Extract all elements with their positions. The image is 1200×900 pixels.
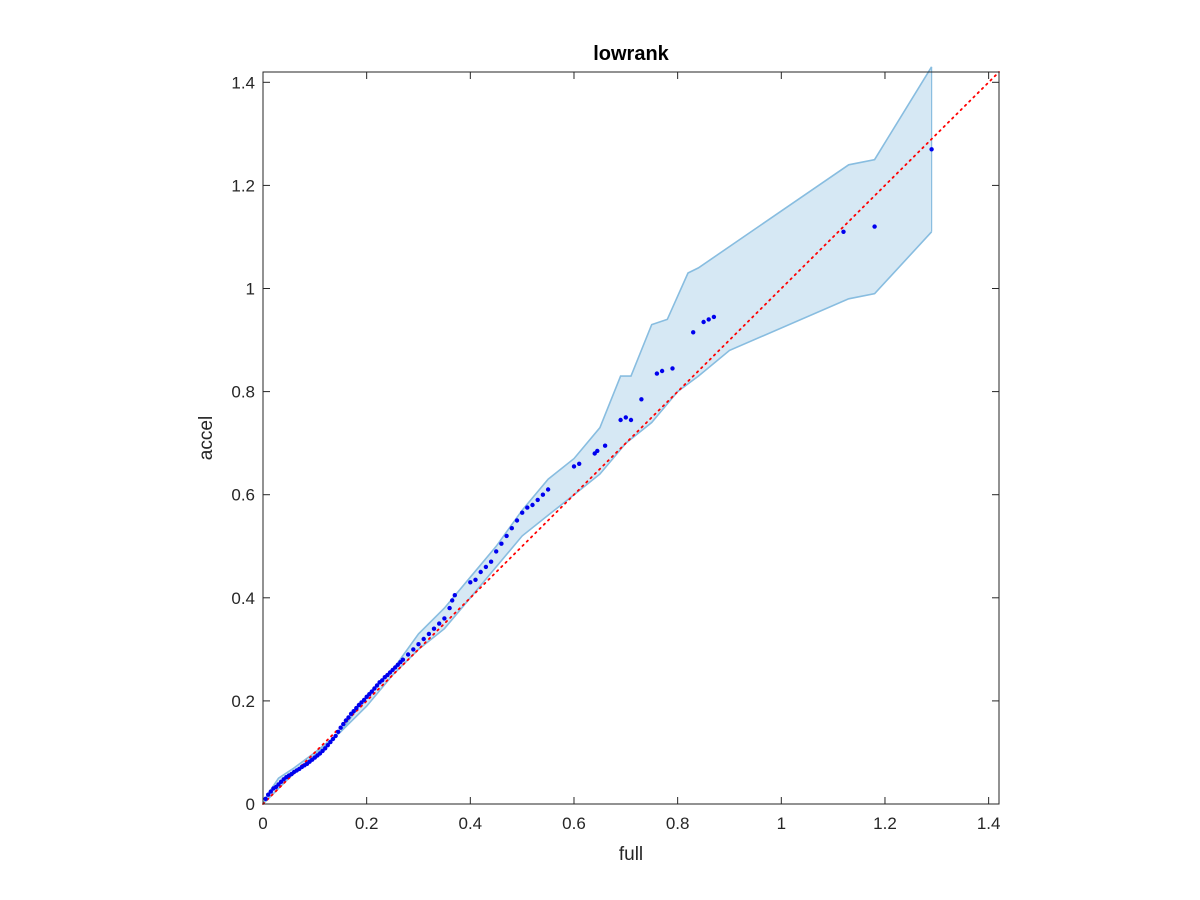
data-point (488, 559, 494, 564)
data-point (416, 642, 421, 647)
data-point (338, 725, 343, 730)
x-tick-label: 1 (777, 814, 786, 833)
data-point (266, 792, 271, 797)
data-point (706, 317, 711, 322)
data-point (354, 705, 359, 711)
data-point (361, 697, 367, 703)
data-point (628, 417, 634, 423)
reference-line (262, 71, 1000, 805)
y-axis-label: accel (196, 416, 217, 460)
data-point (268, 789, 273, 794)
data-point (450, 598, 455, 603)
data-point (452, 593, 457, 598)
data-point (325, 743, 330, 748)
data-point (447, 605, 452, 611)
data-point (323, 746, 328, 751)
data-point (380, 678, 385, 683)
data-point (509, 526, 514, 531)
y-tick-label: 1.4 (231, 73, 255, 92)
data-point (328, 739, 333, 745)
data-point (639, 397, 644, 402)
data-point (431, 626, 437, 631)
chart-title: lowrank (593, 43, 669, 65)
data-point (499, 541, 504, 546)
data-point (437, 621, 442, 626)
data-point (483, 564, 489, 570)
x-tick-label: 0 (258, 814, 267, 833)
data-point (670, 366, 675, 371)
data-point (333, 733, 338, 739)
x-tick-label: 0.6 (562, 814, 586, 833)
data-point (929, 147, 934, 152)
data-point (426, 631, 432, 637)
data-point (711, 314, 717, 320)
y-tick-label: 0 (246, 795, 255, 814)
data-point (577, 461, 582, 466)
data-point (659, 368, 665, 374)
data-point (494, 549, 499, 554)
data-point (530, 502, 535, 508)
data-point (525, 505, 530, 510)
data-point (374, 683, 380, 688)
data-point (571, 464, 577, 469)
x-tick-label: 1.2 (873, 814, 897, 833)
y-tick-label: 0.4 (231, 589, 255, 608)
data-point (540, 492, 546, 497)
data-point (545, 487, 551, 492)
data-point (421, 636, 426, 642)
x-tick-label: 1.4 (977, 814, 1001, 833)
data-point (520, 510, 525, 515)
data-point (504, 533, 509, 539)
data-point (473, 577, 478, 582)
x-axis-label: full (619, 844, 643, 865)
axes-box (262, 71, 1000, 805)
data-point (701, 319, 706, 325)
data-point (405, 652, 411, 657)
y-tick-label: 1 (246, 280, 255, 299)
data-point (535, 497, 540, 503)
data-point (872, 224, 877, 229)
data-point (351, 709, 356, 714)
x-tick-label: 0.4 (459, 814, 483, 833)
data-point (411, 647, 416, 652)
data-point (369, 689, 374, 694)
plot-area: 0 0.2 0.4 0.6 0.8 1 1.2 1.4 0 0.2 0.4 0.6 0.8 1 1.2 1.4 (231, 66, 1001, 833)
data-point (442, 616, 447, 621)
data-point (330, 736, 336, 742)
data-point (343, 718, 349, 723)
y-tick-label: 0.6 (231, 486, 255, 505)
data-point (514, 518, 520, 523)
confidence-band (263, 66, 932, 805)
data-point (595, 448, 600, 454)
data-point (841, 229, 846, 234)
data-point (468, 580, 473, 585)
x-tick-label: 0.2 (355, 814, 379, 833)
data-point (341, 721, 346, 727)
data-point (400, 657, 406, 662)
y-tick-label: 0.8 (231, 383, 255, 402)
data-point (623, 415, 628, 420)
y-tick-label: 1.2 (231, 176, 255, 195)
data-point (372, 686, 377, 691)
data-point (336, 729, 341, 734)
y-tick-label: 0.2 (231, 692, 255, 711)
data-point (691, 330, 696, 335)
data-point (263, 796, 268, 801)
data-point (478, 569, 483, 575)
data-point (618, 417, 623, 423)
x-tick-label: 0.8 (666, 814, 690, 833)
data-point (654, 371, 660, 376)
data-point (346, 715, 351, 720)
data-point (602, 443, 608, 448)
